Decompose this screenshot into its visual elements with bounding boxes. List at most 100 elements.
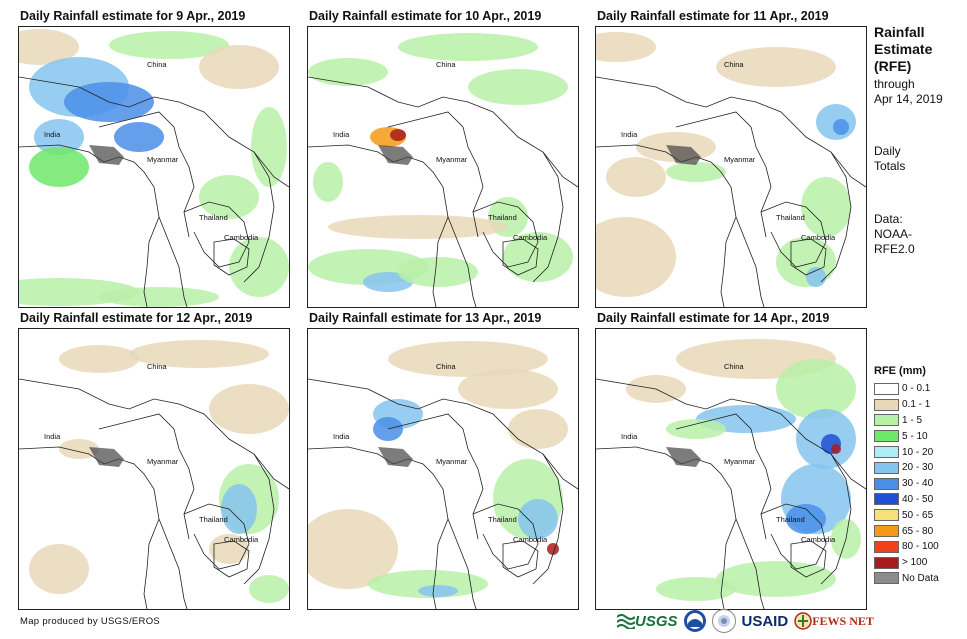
panel-title: Daily Rainfall estimate for 11 Apr., 201… [597, 9, 829, 23]
legend-swatch [874, 414, 899, 427]
country-label-myanmar: Myanmar [147, 457, 179, 466]
rainfall-area [313, 162, 343, 202]
border-line [19, 144, 188, 307]
border-line [760, 503, 827, 570]
rainfall-area [418, 585, 458, 597]
rainfall-map: China India Myanmar Thailand Cambodia [18, 26, 290, 308]
legend-item: 40 - 50 [874, 492, 966, 508]
legend-swatch [874, 398, 899, 411]
legend-item: 10 - 20 [874, 444, 966, 460]
map-canvas: China India Myanmar Thailand Cambodia [19, 27, 289, 307]
legend-item: 65 - 80 [874, 523, 966, 539]
rainfall-area [596, 217, 676, 297]
border-line [308, 446, 477, 609]
legend-label: > 100 [902, 557, 928, 569]
rainfall-area [801, 177, 851, 237]
sidebar-title-line1: Rainfall [874, 24, 925, 40]
cambodia-border [502, 540, 539, 578]
country-label-thailand: Thailand [776, 213, 805, 222]
rainfall-area [716, 561, 836, 597]
rainfall-map: China India Myanmar Thailand Cambodia [595, 26, 867, 308]
rainfall-map: China India Myanmar Thailand Cambodia [595, 328, 867, 610]
rainfall-area [398, 33, 538, 61]
legend-swatch [874, 540, 899, 553]
delta-region [89, 447, 124, 467]
legend-swatch [874, 461, 899, 474]
country-label-cambodia: Cambodia [801, 233, 836, 242]
rainfall-area [29, 544, 89, 594]
border-line [596, 144, 765, 307]
rainfall-area [596, 32, 656, 62]
partner-logos: USGS USAID FEWS NET [617, 608, 874, 634]
legend-item: 0.1 - 1 [874, 397, 966, 413]
sidebar-title-line2: Estimate [874, 41, 933, 57]
country-label-myanmar: Myanmar [724, 457, 756, 466]
usa-seal-icon [711, 609, 736, 633]
rainfall-area [776, 237, 836, 287]
legend-label: 5 - 10 [902, 430, 928, 442]
country-label-cambodia: Cambodia [513, 535, 548, 544]
country-label-thailand: Thailand [488, 213, 517, 222]
legend-label: 65 - 80 [902, 525, 934, 537]
border-line [532, 453, 564, 585]
rainfall-area [114, 122, 164, 152]
credit-text: Map produced by USGS/EROS [20, 616, 161, 627]
border-line [720, 518, 737, 609]
delta-region [378, 145, 413, 165]
legend-label: 0.1 - 1 [902, 399, 931, 411]
border-line [596, 378, 866, 490]
rainfall-area [831, 444, 841, 454]
cambodia-border [213, 238, 250, 276]
rainfall-area [59, 345, 139, 373]
legend-item: 20 - 30 [874, 460, 966, 476]
country-label-myanmar: Myanmar [436, 155, 468, 164]
legend-swatch [874, 572, 899, 585]
usaid-logo: USAID [742, 609, 789, 633]
border-line [820, 453, 852, 585]
border-line [19, 76, 289, 188]
legend-swatch [874, 477, 899, 490]
map-canvas: China India Myanmar Thailand Cambodia [596, 329, 866, 609]
rainfall-area [786, 504, 826, 534]
rainfall-area [109, 31, 229, 59]
border-line [19, 378, 289, 490]
rainfall-area [666, 162, 726, 182]
legend-label: 10 - 20 [902, 446, 934, 458]
rainfall-area [388, 341, 548, 377]
country-label-china: China [147, 362, 167, 371]
country-label-thailand: Thailand [488, 515, 517, 524]
rainfall-area [806, 267, 826, 287]
country-label-myanmar: Myanmar [724, 155, 756, 164]
rainfall-area [129, 340, 269, 368]
border-line [720, 216, 737, 307]
rainfall-area [209, 534, 249, 564]
legend-item: 80 - 100 [874, 539, 966, 555]
cambodia-border [790, 540, 827, 578]
fews-emblem-icon [794, 612, 812, 630]
panel-title: Daily Rainfall estimate for 14 Apr., 201… [597, 311, 830, 325]
fews-logo-text: FEWS NET [812, 613, 874, 628]
legend-item: No Data [874, 571, 966, 587]
legend-swatch [874, 446, 899, 459]
legend-label: 30 - 40 [902, 478, 934, 490]
usgs-logo-text: USGS [635, 612, 678, 630]
rainfall-map: China India Myanmar Thailand Cambodia [18, 328, 290, 610]
usaid-logo-text: USAID [741, 612, 789, 630]
country-label-india: India [333, 432, 350, 441]
border-line [532, 151, 564, 283]
country-label-india: India [44, 130, 61, 139]
legend-label: No Data [902, 572, 939, 584]
border-line [387, 111, 484, 238]
legend-label: 80 - 100 [902, 541, 939, 553]
border-line [820, 151, 852, 283]
rainfall-area [199, 45, 279, 89]
rainfall-area [833, 119, 849, 135]
rainfall-area [29, 147, 89, 187]
rainfall-area [398, 257, 478, 287]
border-line [183, 503, 250, 570]
border-line [183, 201, 250, 268]
country-label-india: India [44, 432, 61, 441]
legend-swatch [874, 525, 899, 538]
rainfall-area [606, 157, 666, 197]
country-label-india: India [621, 130, 638, 139]
